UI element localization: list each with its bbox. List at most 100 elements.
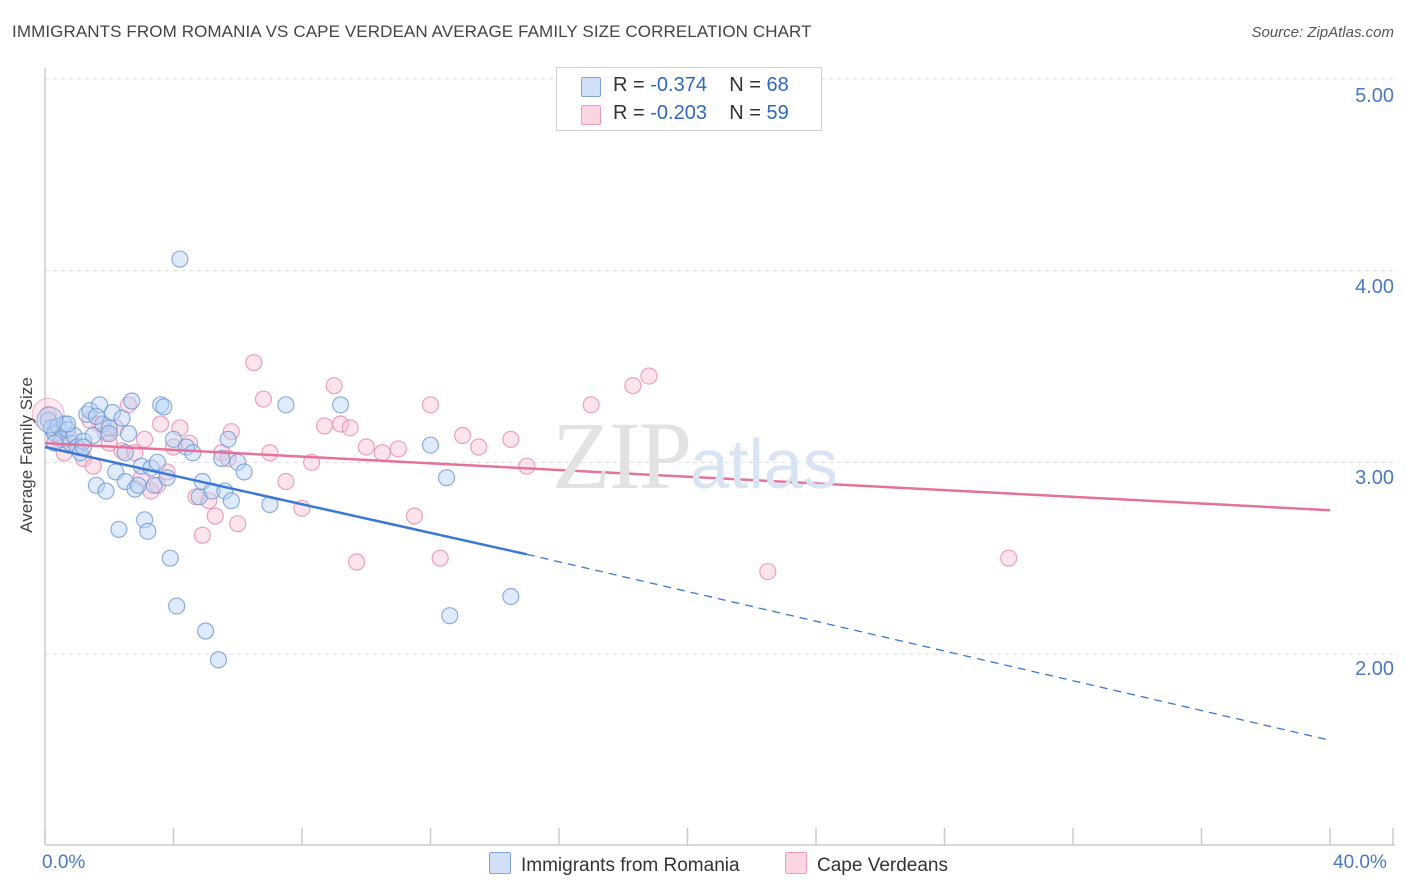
- legend-swatch-romania: [489, 852, 511, 874]
- romania-point: [113, 409, 131, 427]
- y-tick-label: 5.00: [1355, 85, 1394, 107]
- cape-verdeans-point: [331, 415, 350, 433]
- cape-verdeans-point: [200, 492, 218, 510]
- cape-verdeans-point: [325, 377, 343, 395]
- stats-r-label: R =: [613, 102, 645, 124]
- cape-verdeans-point: [431, 549, 449, 567]
- cape-verdeans-point: [373, 444, 391, 462]
- romania-point: [87, 476, 106, 494]
- stats-box: R = -0.374 N = 68 R = -0.203 N = 59: [556, 67, 822, 131]
- stats-r-value: -0.374: [650, 74, 707, 96]
- stats-swatch-romania: [581, 77, 601, 97]
- romania-point: [123, 392, 141, 410]
- romania-point: [502, 587, 520, 606]
- y-tick-label: 3.00: [1355, 467, 1394, 489]
- trend-lines: [44, 441, 1331, 741]
- romania-point: [331, 396, 350, 414]
- cape-verdeans-point: [518, 457, 536, 475]
- cape-verdeans-point: [135, 430, 154, 448]
- romania-point: [103, 403, 122, 422]
- romania-point: [222, 492, 240, 510]
- cape-verdeans-point: [254, 390, 273, 408]
- watermark-atlas: atlas: [690, 425, 838, 503]
- romania-point: [219, 430, 237, 448]
- stats-r-value: -0.203: [650, 102, 707, 124]
- romania-point: [164, 430, 183, 448]
- romania-point: [58, 415, 77, 433]
- romania-point: [110, 520, 128, 539]
- romania-point: [155, 398, 173, 416]
- watermark-zip: ZIP: [552, 402, 692, 509]
- cape-verdeans-point: [193, 526, 212, 544]
- romania-point: [277, 396, 295, 414]
- stats-n-value: 68: [766, 74, 789, 96]
- romania-point: [184, 444, 202, 462]
- x-tick-label-min: 0.0%: [42, 852, 86, 873]
- romania-point: [168, 597, 186, 615]
- cape-verdeans-point: [277, 472, 295, 491]
- y-tick-label: 2.00: [1355, 658, 1394, 680]
- cape-verdeans-point: [1000, 549, 1018, 567]
- cape-verdeans-point: [624, 377, 642, 395]
- cape-verdeans-point: [502, 430, 520, 448]
- cape-verdeans-point: [405, 507, 424, 525]
- cape-verdeans-point: [640, 367, 658, 385]
- cape-verdeans-point: [206, 507, 224, 525]
- romania-point: [209, 651, 228, 669]
- legend-swatch-cape-verdeans: [785, 852, 807, 874]
- cape-verdeans-point: [261, 444, 279, 462]
- legend-label-cape-verdeans: Cape Verdeans: [817, 855, 948, 876]
- cape-verdeans-point: [341, 419, 359, 437]
- stats-r-label: R =: [613, 74, 645, 96]
- romania-point: [129, 476, 147, 494]
- romania-point: [161, 549, 179, 567]
- cape-verdeans-point: [229, 515, 247, 533]
- cape-verdeans-point: [759, 562, 777, 581]
- cape-verdeans-point: [152, 415, 170, 433]
- axes: [44, 68, 1395, 846]
- romania-point: [81, 401, 99, 420]
- cape-verdeans-point: [315, 417, 334, 435]
- source-label: Source: ZipAtlas.com: [1251, 24, 1394, 41]
- romania-points: [36, 250, 520, 669]
- x-tick-label-max: 40.0%: [1333, 852, 1387, 873]
- cape-verdeans-point: [582, 396, 600, 414]
- romania-point: [100, 424, 118, 443]
- y-axis-label: Average Family Size: [17, 377, 36, 533]
- cape-verdeans-point: [348, 553, 366, 571]
- romania-point: [235, 463, 253, 481]
- romania-point-cluster: [36, 406, 64, 434]
- legend-item-romania[interactable]: Immigrants from Romania: [489, 852, 740, 877]
- cape-verdeans-point: [245, 354, 263, 372]
- romania-trend-line-extension: [526, 553, 1331, 741]
- cape-verdeans-point: [39, 405, 57, 424]
- romania-point: [437, 469, 456, 487]
- cape-verdeans-point: [84, 457, 102, 475]
- cape-verdeans-point: [470, 438, 488, 456]
- cape-verdeans-point: [357, 438, 375, 456]
- legend-label-romania: Immigrants from Romania: [521, 855, 740, 876]
- stats-swatch-cape-verdeans: [581, 105, 601, 125]
- watermark: ZIPatlas: [552, 400, 838, 511]
- romania-point: [148, 453, 167, 471]
- stats-n-label: N =: [729, 102, 761, 124]
- stats-n-label: N =: [729, 74, 761, 96]
- cape-verdeans-trend-line: [44, 441, 1331, 512]
- legend-item-cape-verdeans[interactable]: Cape Verdeans: [785, 852, 948, 877]
- romania-point: [441, 607, 459, 625]
- y-tick-label: 4.00: [1355, 276, 1394, 298]
- romania-point: [197, 622, 215, 640]
- romania-point: [87, 407, 106, 425]
- romania-point: [139, 522, 157, 540]
- romania-point: [97, 482, 115, 500]
- romania-point: [145, 476, 163, 494]
- romania-point: [74, 438, 93, 456]
- romania-point: [213, 449, 231, 468]
- chart-title: IMMIGRANTS FROM ROMANIA VS CAPE VERDEAN …: [12, 22, 812, 41]
- romania-point: [58, 421, 77, 439]
- cape-verdeans-point: [219, 449, 237, 468]
- cape-verdeans-point: [454, 426, 472, 445]
- romania-point: [421, 436, 440, 454]
- cape-verdeans-point: [421, 396, 440, 414]
